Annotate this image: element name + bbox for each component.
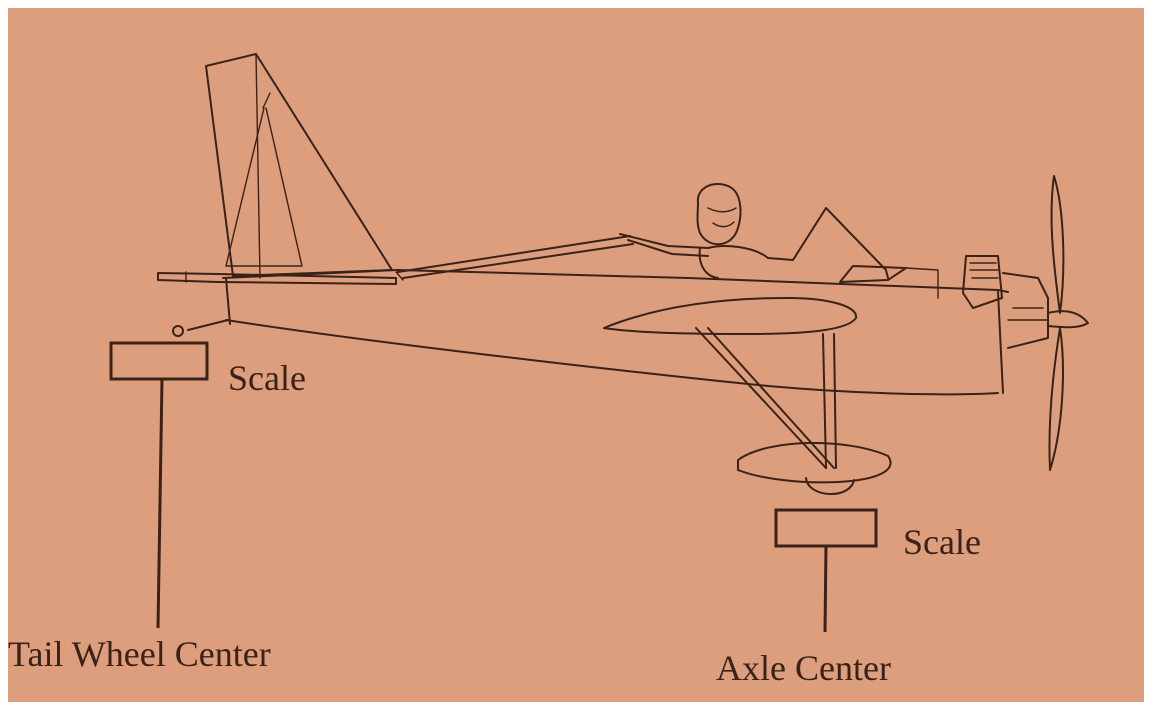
diagram-page: Scale Scale Tail Wheel Center Axle Cente…	[8, 8, 1144, 702]
propeller	[1047, 175, 1089, 471]
scale-tail-box	[109, 341, 209, 629]
wing-struts	[695, 327, 837, 469]
pilot	[619, 183, 769, 279]
axle-center-label: Axle Center	[716, 648, 891, 688]
scale-label-axle: Scale	[903, 522, 981, 562]
control-line	[397, 235, 634, 279]
vertical-tail-fin	[205, 53, 393, 279]
tail-wheel-center-label: Tail Wheel Center	[8, 634, 271, 674]
fuselage	[222, 269, 1009, 396]
horizontal-stabilizer	[157, 271, 397, 285]
tail-wheel	[172, 319, 229, 337]
airplane-weighing-diagram	[109, 53, 1089, 633]
main-wheel-fairing	[737, 441, 892, 495]
scale-label-tail: Scale	[228, 358, 306, 398]
windshield	[767, 207, 939, 299]
engine	[962, 255, 1049, 349]
scale-axle-box	[774, 508, 878, 633]
wing	[603, 297, 858, 335]
